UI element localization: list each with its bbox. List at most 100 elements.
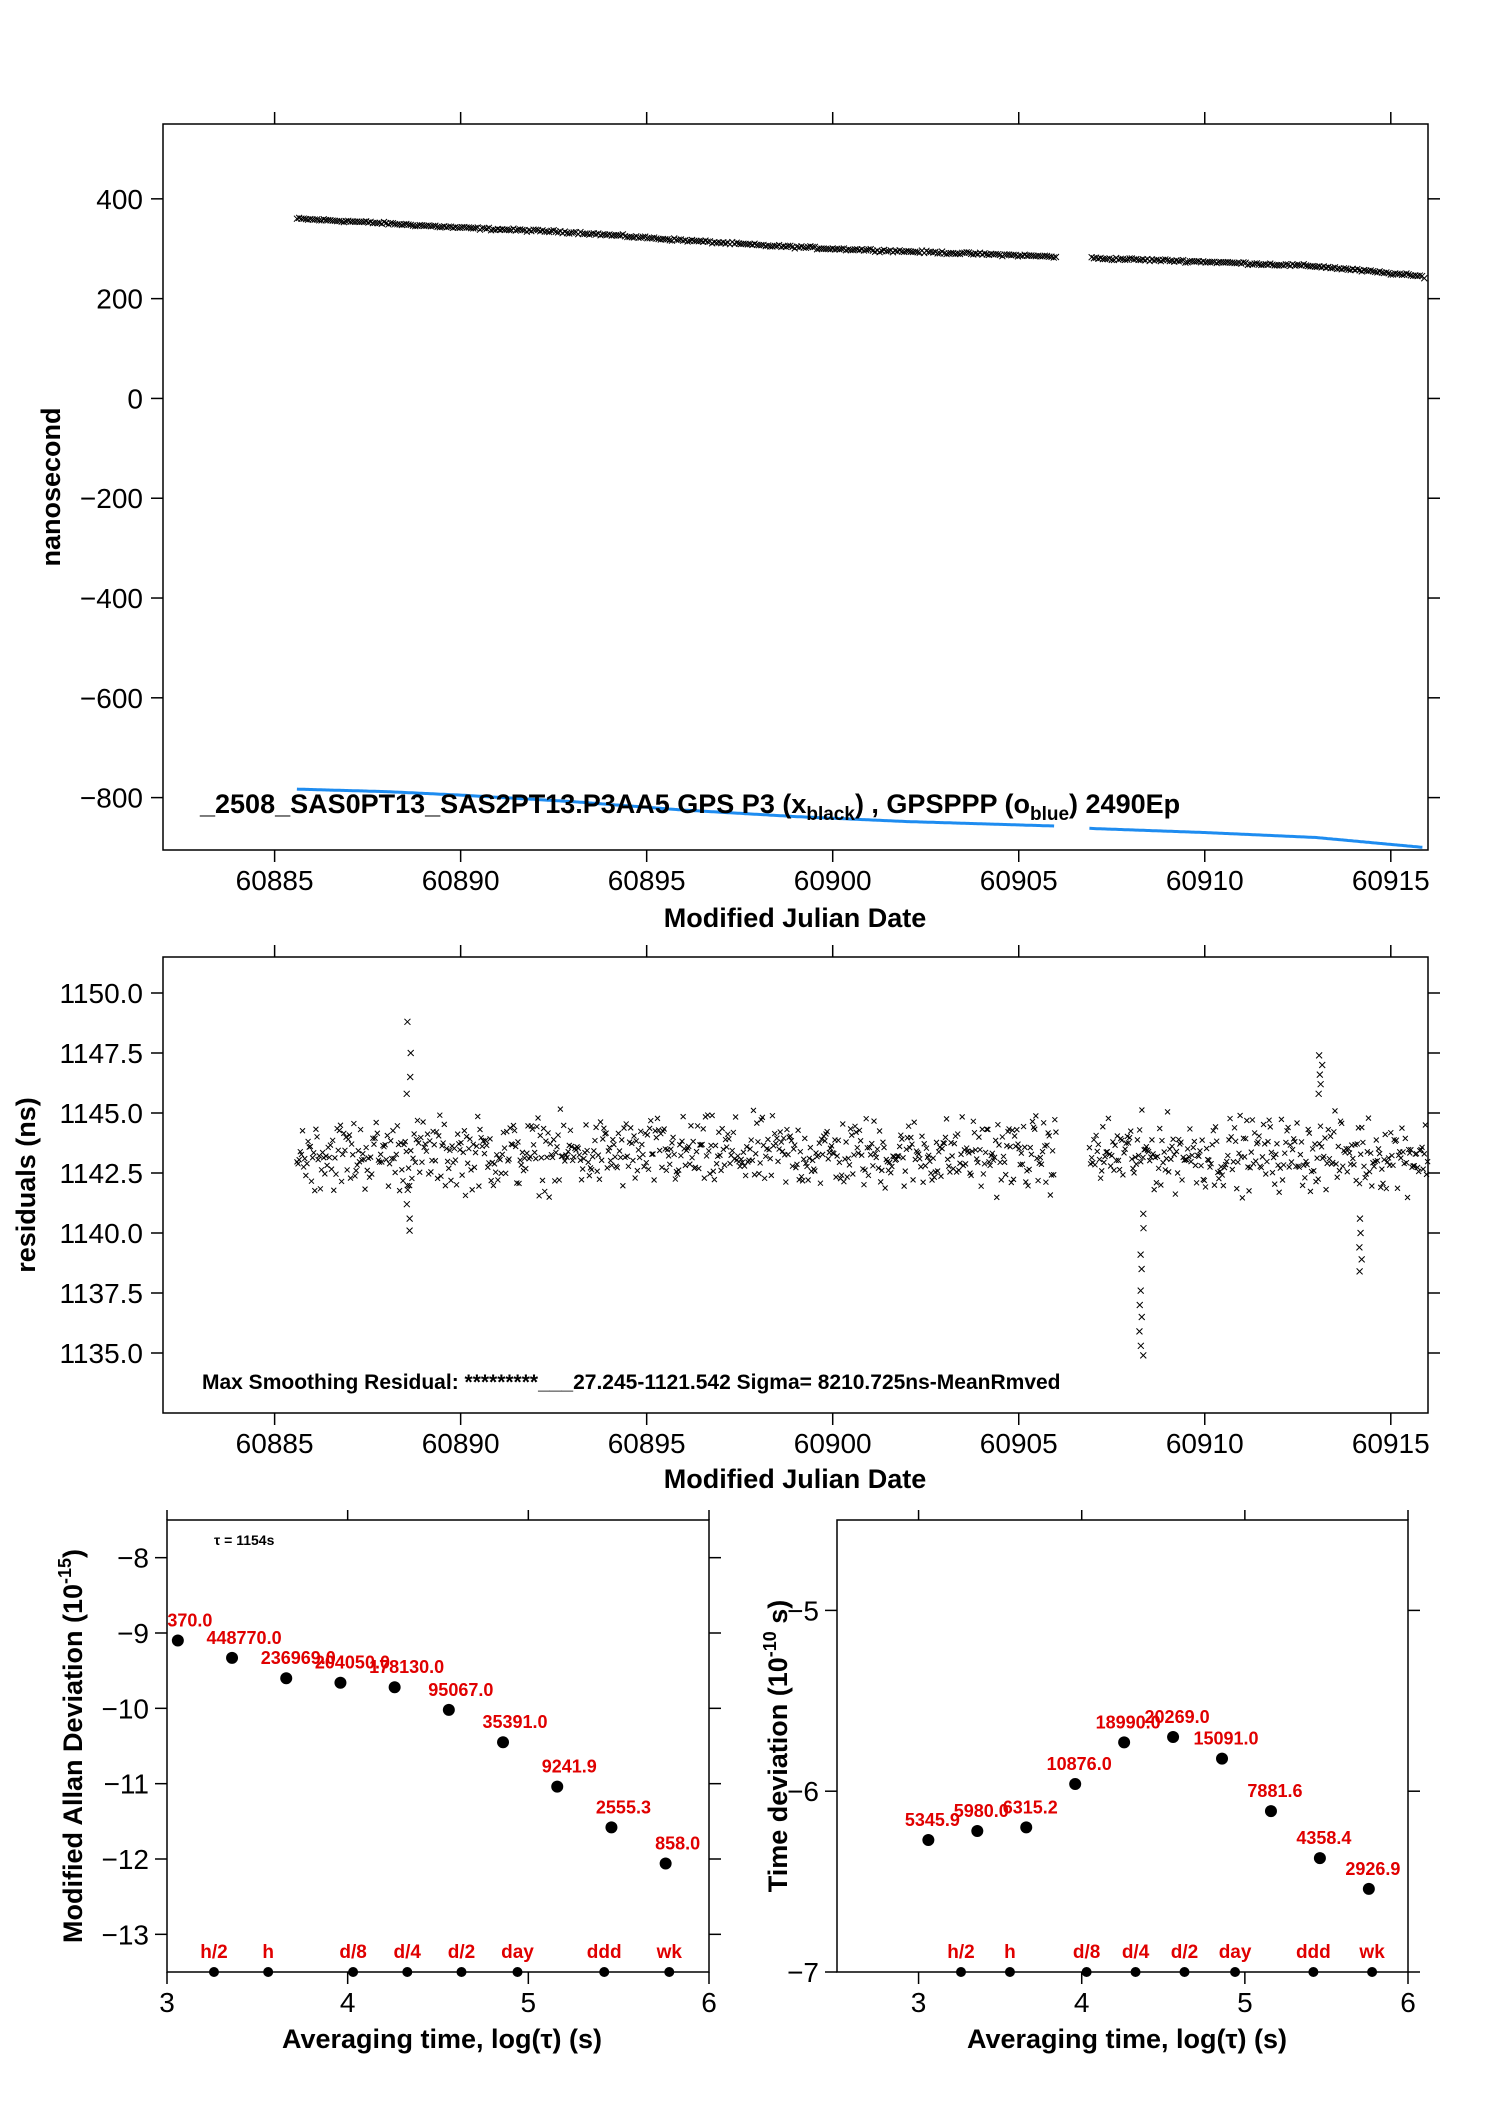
residual-point — [1249, 1117, 1256, 1123]
residual-point — [328, 1166, 335, 1172]
phase-point-black — [1266, 260, 1274, 268]
residual-point — [433, 1129, 440, 1135]
residual-point — [1382, 1131, 1389, 1138]
phase-point-black — [1282, 260, 1290, 268]
residual-point — [1095, 1141, 1102, 1148]
residual-point — [304, 1160, 310, 1167]
residual-point — [1383, 1185, 1390, 1192]
residual-point — [1397, 1155, 1404, 1161]
residual-point — [916, 1155, 923, 1162]
residual-point — [1168, 1156, 1174, 1163]
residual-point — [949, 1153, 955, 1159]
residuals-x-tick-label: 60895 — [608, 1428, 686, 1459]
residual-point — [546, 1194, 553, 1200]
phase-point-black — [483, 225, 491, 233]
residual-point — [1239, 1195, 1246, 1201]
tdev-marker-label: wk — [1358, 1942, 1385, 1963]
residual-point — [1400, 1149, 1406, 1155]
mdev-y-tick-label: −9 — [117, 1618, 149, 1649]
mdev-ticks: 3 4 5 6 −8 −9 −10 −11 −12 −13 — [102, 1510, 721, 2018]
tdev-y-tick-label: −6 — [787, 1776, 819, 1807]
residual-point — [308, 1178, 315, 1185]
residual-point — [646, 1125, 653, 1132]
residual-point — [804, 1163, 810, 1170]
residual-point — [1271, 1181, 1278, 1187]
residual-point — [423, 1148, 430, 1155]
phase-point-black — [1403, 270, 1410, 277]
residual-point — [477, 1126, 483, 1133]
residuals-plot-frame — [162, 956, 1429, 1414]
residual-point — [338, 1178, 345, 1185]
tdev-point-label: 2926.9 — [1345, 1859, 1400, 1879]
residual-point — [1098, 1168, 1105, 1174]
residual-point — [865, 1172, 872, 1179]
residual-point — [569, 1157, 576, 1164]
residual-point — [780, 1135, 787, 1142]
residual-point — [434, 1175, 441, 1182]
mdev-tau-note: τ = 1154s — [214, 1532, 275, 1548]
residual-point — [1424, 1158, 1431, 1165]
residual-point — [1002, 1171, 1009, 1178]
residual-point — [811, 1168, 818, 1174]
residual-point — [482, 1137, 489, 1144]
residual-point — [1128, 1156, 1135, 1162]
mdev-marker-label: ddd — [587, 1942, 622, 1963]
residual-point — [923, 1145, 930, 1152]
residual-point — [852, 1123, 858, 1130]
residual-point — [1241, 1154, 1248, 1160]
mdev-plot-frame — [166, 1519, 710, 1973]
mdev-y-tick-label: −10 — [102, 1693, 150, 1724]
residual-point — [679, 1138, 685, 1145]
residual-point — [355, 1147, 362, 1154]
residual-point — [1006, 1126, 1012, 1132]
residuals-x-tick-label: 60905 — [980, 1428, 1058, 1459]
residual-point — [535, 1115, 541, 1121]
residual-point — [1276, 1189, 1283, 1196]
mdev-point — [226, 1651, 239, 1664]
residual-point — [374, 1130, 381, 1137]
tdev-point-label: 6315.2 — [1003, 1797, 1058, 1817]
residual-point — [419, 1159, 425, 1166]
residual-point — [1227, 1115, 1233, 1122]
tdev-marker-dot — [1179, 1967, 1190, 1977]
residual-point — [1223, 1158, 1230, 1165]
residual-point — [597, 1119, 604, 1125]
tdev-marker-label: h/2 — [947, 1942, 974, 1963]
residual-point — [579, 1166, 586, 1172]
tdev-point-label: 15091.0 — [1193, 1729, 1258, 1749]
residual-point — [1296, 1164, 1303, 1171]
residual-point — [617, 1154, 624, 1161]
residual-point — [878, 1167, 885, 1174]
residual-point — [654, 1115, 661, 1122]
residual-point — [1037, 1154, 1044, 1161]
residual-point — [542, 1138, 549, 1145]
residual-point — [1111, 1167, 1117, 1174]
residual-point — [1029, 1118, 1036, 1125]
residual-point — [491, 1161, 498, 1167]
residual-point — [616, 1148, 623, 1154]
residuals-y-tick-label: 1147.5 — [59, 1038, 143, 1069]
residual-point — [751, 1171, 758, 1178]
residual-point — [560, 1122, 567, 1129]
residual-point — [1015, 1141, 1021, 1147]
residual-point — [541, 1188, 548, 1195]
residual-point — [337, 1122, 344, 1129]
residual-point — [1229, 1166, 1236, 1173]
residual-point — [454, 1131, 461, 1138]
mdev-marker-label: d/4 — [394, 1942, 422, 1963]
residual-point — [559, 1153, 566, 1159]
residual-point — [817, 1180, 824, 1187]
residual-point — [1375, 1146, 1382, 1152]
residual-point — [467, 1136, 473, 1142]
residual-point — [816, 1140, 823, 1147]
residual-point — [699, 1141, 705, 1148]
residual-point — [416, 1169, 423, 1176]
residual-point — [688, 1122, 694, 1129]
residual-point — [1172, 1191, 1179, 1197]
residual-point — [1008, 1179, 1015, 1186]
residual-point — [1153, 1179, 1160, 1186]
residual-point — [1301, 1174, 1308, 1181]
residual-point — [1014, 1126, 1020, 1133]
tdev-point — [922, 1834, 935, 1847]
residual-point — [410, 1155, 416, 1162]
